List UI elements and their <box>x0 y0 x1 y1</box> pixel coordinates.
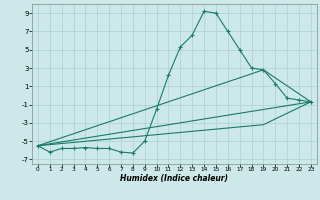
X-axis label: Humidex (Indice chaleur): Humidex (Indice chaleur) <box>120 174 228 183</box>
